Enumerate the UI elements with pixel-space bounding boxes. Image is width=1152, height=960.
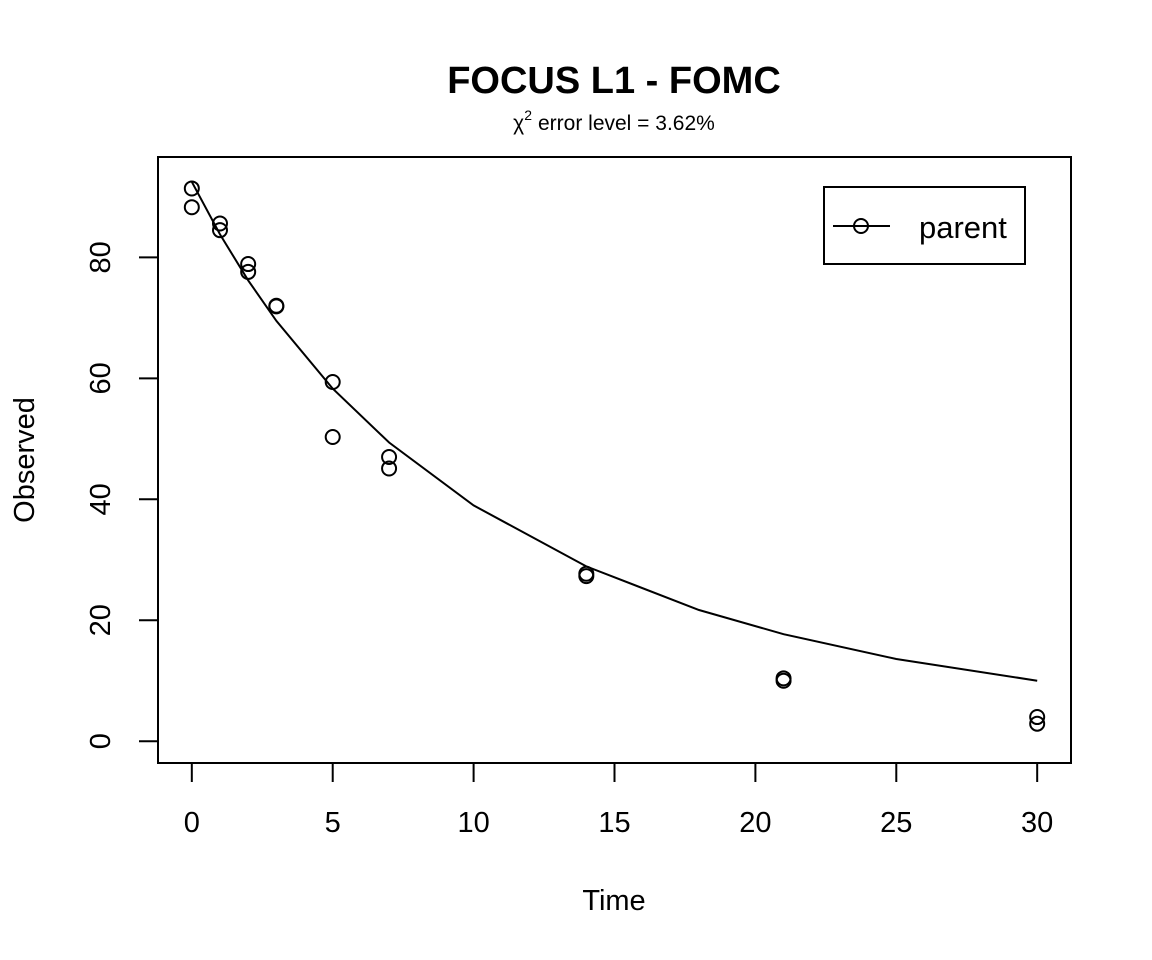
chart-subtitle: χ2 error level = 3.62% [513, 107, 715, 135]
legend-label-parent: parent [919, 210, 1007, 245]
data-point [1029, 709, 1046, 726]
y-axis: 0 20 40 60 80 [85, 241, 159, 749]
y-axis-label: Observed [9, 397, 41, 523]
y-tick-label: 20 [85, 604, 117, 636]
x-axis-label: Time [582, 885, 645, 917]
x-axis: 0 5 10 15 20 25 30 [184, 762, 1053, 839]
x-tick-label: 25 [880, 807, 912, 839]
y-tick-label: 0 [85, 733, 117, 749]
observed-points [183, 180, 1046, 732]
data-point [183, 199, 200, 216]
data-point [211, 222, 228, 239]
x-tick-label: 0 [184, 807, 200, 839]
subtitle-superscript: 2 [524, 107, 532, 123]
legend-marker [853, 218, 869, 234]
x-tick-label: 10 [457, 807, 489, 839]
x-tick-label: 15 [598, 807, 630, 839]
data-point [324, 373, 341, 390]
subtitle-text: error level = 3.62% [538, 112, 715, 135]
data-point [211, 215, 228, 232]
data-point [578, 568, 595, 585]
fitted-curve-parent [190, 181, 1038, 682]
data-point [268, 298, 285, 315]
data-point [775, 670, 792, 687]
y-tick-label: 80 [85, 241, 117, 273]
legend-box [823, 186, 1026, 265]
data-point [240, 256, 257, 273]
data-point [183, 180, 200, 197]
subtitle-symbol: χ [513, 112, 524, 135]
y-tick-label: 40 [85, 483, 117, 515]
data-point [1029, 715, 1046, 732]
legend: parent [823, 186, 1026, 265]
x-tick-label: 30 [1021, 807, 1053, 839]
chart-title: FOCUS L1 - FOMC [447, 60, 781, 102]
x-tick-label: 5 [325, 807, 341, 839]
plot-frame [157, 156, 1072, 764]
data-point [381, 448, 398, 465]
y-tick-label: 60 [85, 362, 117, 394]
x-tick-label: 20 [739, 807, 771, 839]
data-point [381, 460, 398, 477]
data-point [324, 429, 341, 446]
data-point [240, 263, 257, 280]
